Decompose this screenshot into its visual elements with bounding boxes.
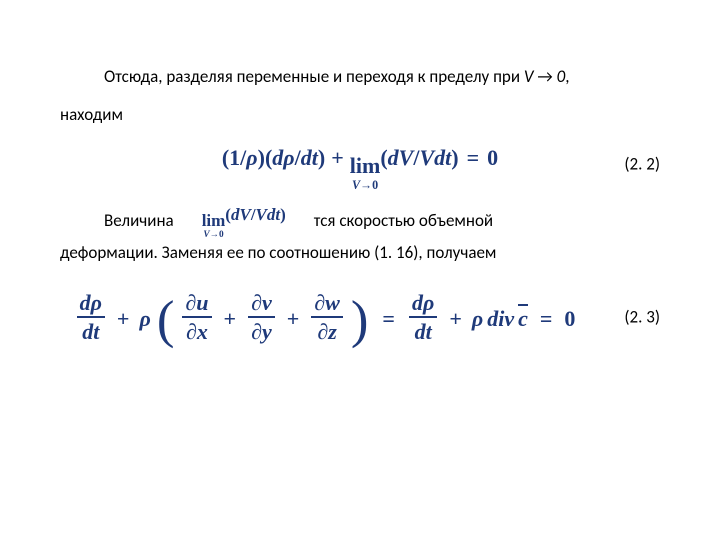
intro-text-a: Отсюда, разделяя переменные и переходя к… [104, 66, 524, 87]
equation-2-2-number: (2. 2) [624, 154, 660, 175]
intro-comma: , [565, 66, 569, 87]
deformation-paragraph: деформации. Заменяя ее по соотношению (1… [60, 241, 660, 266]
equation-2-2: (1/ρ)(dρ/dt) + lim V→0 (dV/Vdt) =0 [222, 145, 498, 183]
frac-dw-dz: ∂w ∂z [311, 291, 343, 343]
lim-block-1: lim V→0 [350, 155, 381, 191]
velocity-lead: Величина [60, 210, 174, 231]
intro-paragraph-2: находим [60, 103, 660, 128]
frac-dv-dy: ∂v ∂y [248, 291, 275, 343]
intro-var-V: V [524, 66, 534, 87]
velocity-tail: тся скоростью объемной [314, 210, 493, 231]
frac-drho-dt-2: dρ dt [409, 291, 437, 343]
velocity-lim-expr: lim V→0 (dV/Vdt) [202, 205, 286, 234]
intro-zero-italic: 0 [557, 66, 566, 87]
frac-du-dx: ∂u ∂x [182, 291, 211, 343]
velocity-line: Величина lim V→0 (dV/Vdt) тся скоростью … [60, 205, 660, 234]
intro-arrow: → [534, 66, 557, 87]
frac-drho-dt-1: dρ dt [77, 291, 105, 343]
equation-2-3-row: dρ dt + ρ ( ∂u ∂x + ∂v ∂y + ∂w [60, 291, 660, 343]
intro-paragraph-1: Отсюда, разделяя переменные и переходя к… [60, 65, 660, 90]
equation-2-3: dρ dt + ρ ( ∂u ∂x + ∂v ∂y + ∂w [75, 291, 646, 343]
lim-block-2: lim V→0 [202, 212, 226, 240]
c-bar: c [518, 306, 528, 332]
equation-2-2-row: (1/ρ)(dρ/dt) + lim V→0 (dV/Vdt) =0 (2. 2… [60, 145, 660, 183]
equation-2-3-number: (2. 3) [624, 307, 660, 328]
